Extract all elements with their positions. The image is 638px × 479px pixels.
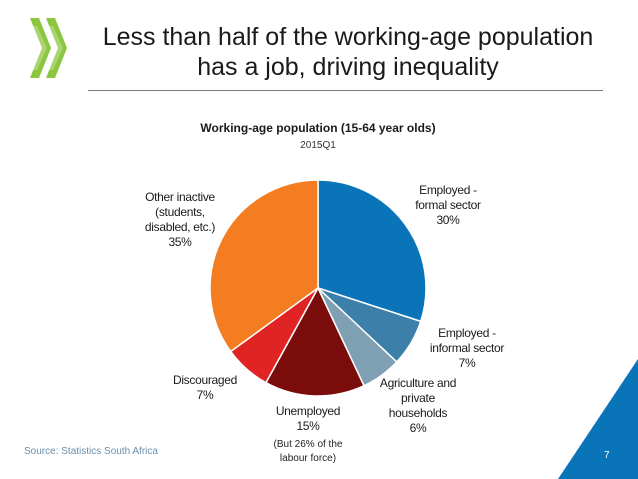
slide-title-line-1: Less than half of the working-age popula… <box>102 23 594 51</box>
title-divider <box>88 90 603 91</box>
label-line: (students, <box>155 205 205 219</box>
slice-percent: 35% <box>168 235 192 249</box>
label-line: disabled, etc.) <box>144 220 216 234</box>
slice-percent: 7% <box>458 356 476 370</box>
slice-label-unemployed: Unemployed 15% <box>258 404 358 434</box>
label-line: private <box>401 391 435 405</box>
label-line: Employed - <box>419 183 477 197</box>
slice-percent: 7% <box>196 388 214 402</box>
pie-slice-other-inactive <box>209 179 319 353</box>
unemployment-note: (But 26% of the labour force) <box>273 439 343 464</box>
corner-decoration <box>558 359 638 479</box>
chart-subtitle: 2015Q1 <box>300 140 336 151</box>
label-line: Agriculture and <box>379 376 457 390</box>
oecd-chevrons-logo-icon <box>30 18 67 78</box>
slice-label-employed-formal: Employed - formal sector 30% <box>393 183 503 228</box>
pie-slice-employed-formal <box>317 179 427 323</box>
label-line: Employed - <box>438 326 496 340</box>
label-line: Other inactive <box>145 190 215 204</box>
slide-title: Less than half of the working-age popula… <box>88 22 608 82</box>
label-line: informal sector <box>429 341 505 355</box>
slice-label-discouraged: Discouraged 7% <box>160 373 250 403</box>
slice-label-other-inactive: Other inactive (students, disabled, etc.… <box>130 190 230 250</box>
pie-slice-unemployed <box>264 286 365 397</box>
label-line: Discouraged <box>172 373 238 387</box>
page-number: 7 <box>604 450 610 461</box>
label-line: households <box>388 406 448 420</box>
slide-title-line-2: has a job, driving inequality <box>197 53 499 81</box>
slice-percent: 15% <box>296 419 320 433</box>
slice-percent: 30% <box>436 213 460 227</box>
label-line: Unemployed <box>275 404 341 418</box>
slice-percent: 6% <box>409 421 427 435</box>
slice-label-employed-informal: Employed - informal sector 7% <box>412 326 522 371</box>
source-note: Source: Statistics South Africa <box>24 446 158 457</box>
chart-title: Working-age population (15-64 year olds) <box>200 121 436 135</box>
label-line: formal sector <box>415 198 481 212</box>
slice-label-agriculture-households: Agriculture and private households 6% <box>368 376 468 436</box>
